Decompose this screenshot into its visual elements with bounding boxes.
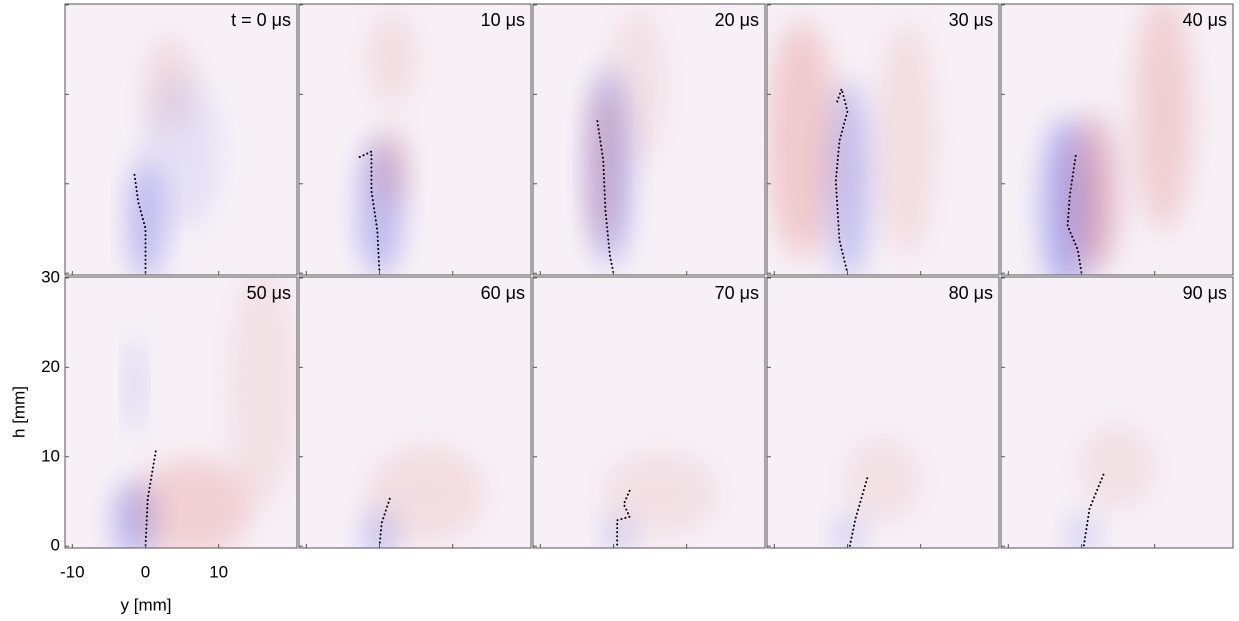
image-blob [127, 335, 143, 435]
panel [65, 4, 297, 281]
panel-title: 90 μs [1183, 283, 1227, 303]
panel-title: 20 μs [715, 10, 759, 30]
panel [533, 4, 765, 275]
panel [1001, 0, 1233, 297]
image-blob [843, 435, 923, 525]
image-blob [1077, 422, 1157, 512]
image-blob [133, 457, 253, 557]
panel [533, 277, 765, 554]
panel-title: 50 μs [247, 283, 291, 303]
y-tick-label: 10 [41, 446, 60, 465]
image-blob [601, 449, 721, 539]
image-blob [1133, 0, 1193, 232]
image-blob [876, 20, 936, 260]
image-blob [141, 73, 221, 233]
panel [65, 265, 297, 561]
panel [299, 277, 531, 559]
panel [299, 4, 531, 277]
x-tick-label: 0 [141, 562, 150, 581]
panel-title: 60 μs [481, 283, 525, 303]
image-blob [367, 444, 487, 544]
panel-title: 10 μs [481, 10, 525, 30]
panel [767, 277, 999, 554]
panel-background [1001, 4, 1233, 275]
y-tick-label: 0 [51, 536, 60, 555]
x-axis-label: y [mm] [121, 595, 172, 614]
y-tick-label: 20 [41, 357, 60, 376]
y-axis-label: h [mm] [9, 386, 28, 438]
panel [1001, 277, 1233, 554]
panel-title: t = 0 μs [231, 10, 291, 30]
panel-title: 40 μs [1183, 10, 1227, 30]
panel-title: 80 μs [949, 283, 993, 303]
x-tick-label: -10 [60, 562, 85, 581]
panel [767, 4, 999, 280]
image-blob [607, 5, 667, 165]
figure: y [mm] h [mm] t = 0 μs 10 μs 20 μs 30 μs 40 … [0, 0, 1239, 621]
panel-title: 70 μs [715, 283, 759, 303]
panel-title: 30 μs [949, 10, 993, 30]
y-tick-label: 30 [41, 267, 60, 286]
image-blob [367, 8, 417, 108]
image-blob [767, 20, 837, 260]
image-blob [1069, 114, 1119, 274]
image-blob [374, 127, 410, 207]
x-tick-label: 10 [209, 562, 228, 581]
